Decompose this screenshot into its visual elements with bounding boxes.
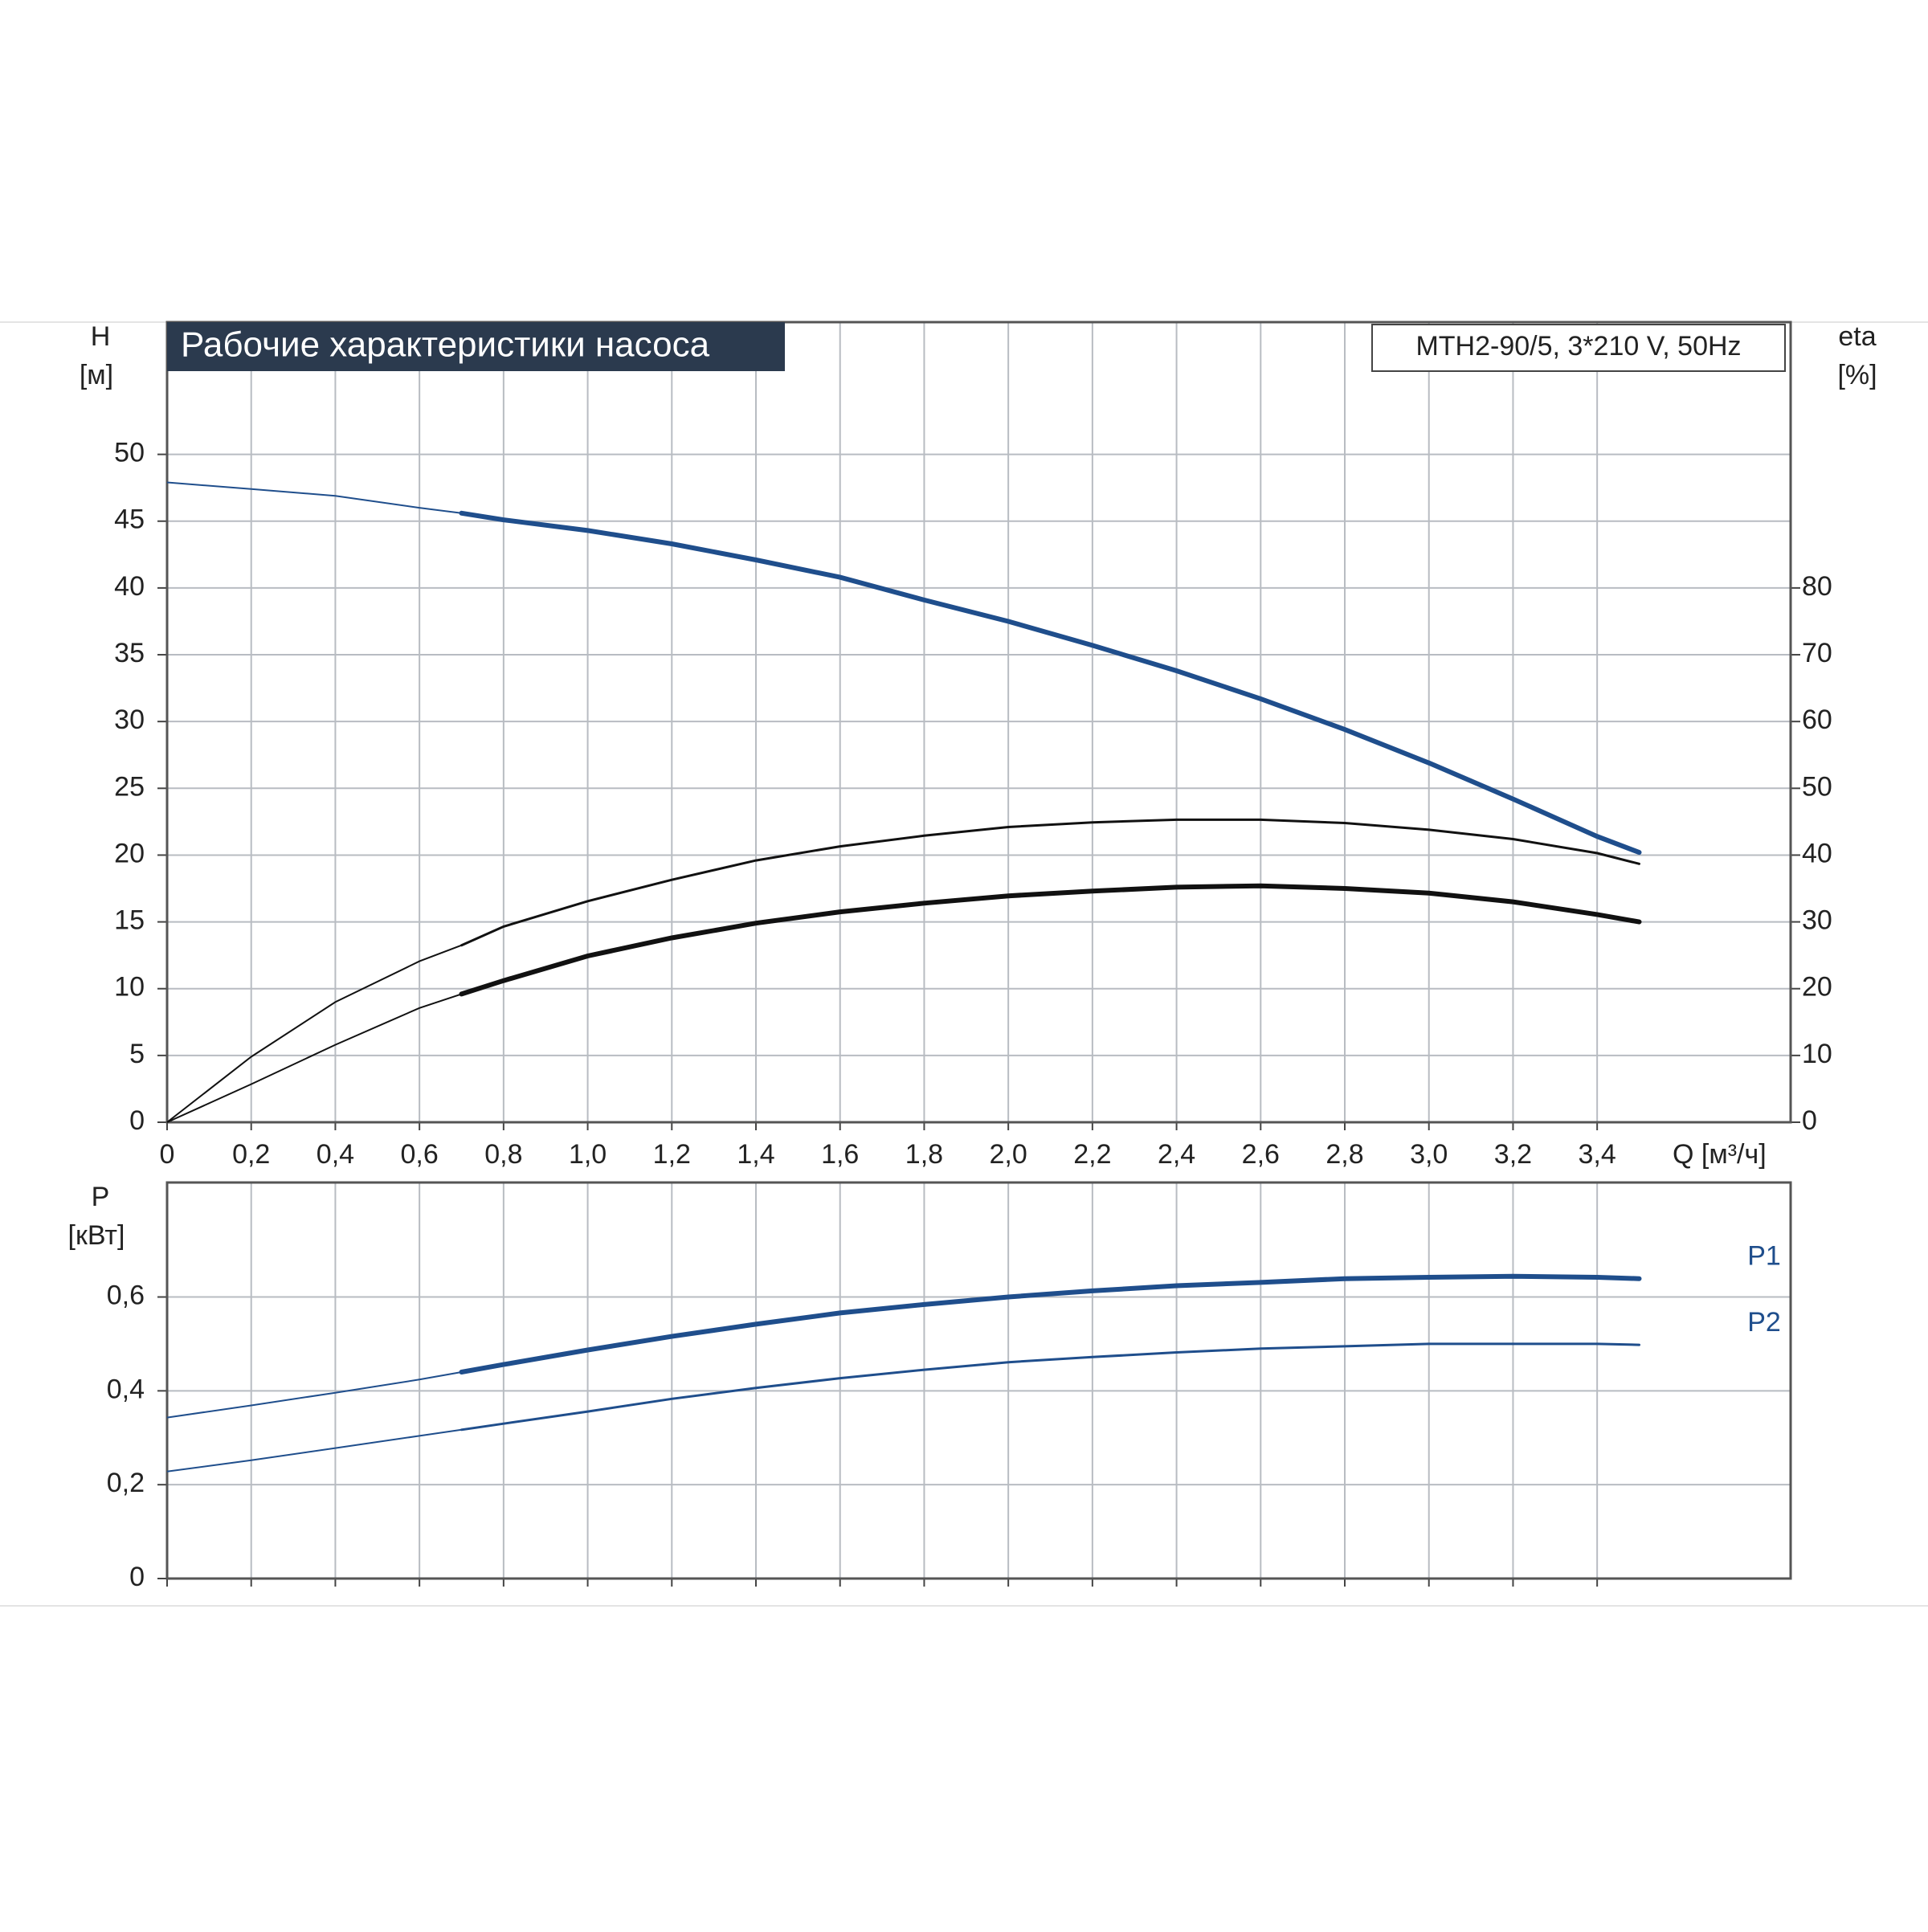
y-tick-label: 30: [114, 705, 145, 735]
series-line-bold: [460, 1342, 1640, 1432]
y2-tick-label: 30: [1802, 905, 1832, 936]
series-line: [166, 481, 1640, 854]
model-box: [1371, 324, 1786, 372]
x-tick-label: 0,8: [484, 1139, 522, 1170]
x-tick-label: 0,6: [401, 1139, 439, 1170]
series-line-bold: [459, 1273, 1642, 1374]
y-tick-label: 0: [129, 1562, 145, 1592]
y2-tick-label: 40: [1802, 838, 1832, 868]
y2-tick-label: 80: [1802, 571, 1832, 602]
y-tick-label: 0,6: [107, 1281, 145, 1311]
y-tick-label: 0,2: [107, 1468, 145, 1498]
series-line-bold: [460, 818, 1640, 947]
y-tick-label: 35: [114, 638, 145, 668]
y-label: P: [92, 1182, 110, 1212]
x-tick-label: 1,6: [821, 1139, 859, 1170]
x-tick-label: 2,2: [1073, 1139, 1111, 1170]
y2-tick-label: 10: [1802, 1039, 1832, 1069]
x-tick-label: 0,4: [317, 1139, 354, 1170]
y2-tick-label: 50: [1802, 771, 1832, 802]
series-line: [166, 1342, 1640, 1472]
y2-tick-label: 20: [1802, 972, 1832, 1003]
x-tick-label: 2,8: [1326, 1139, 1363, 1170]
y-tick-label: 45: [114, 504, 145, 535]
x-tick-label: 2,4: [1158, 1139, 1195, 1170]
x-tick-label: 0: [160, 1139, 175, 1170]
series-line: [166, 819, 1640, 1123]
y-tick-label: 25: [114, 771, 145, 802]
series-line-bold: [459, 883, 1642, 997]
y2-unit: [%]: [1837, 360, 1877, 390]
y-tick-label: 0,4: [107, 1374, 145, 1404]
y-tick-label: 40: [114, 571, 145, 602]
y-tick-label: 20: [114, 838, 145, 868]
x-tick-label: 1,0: [569, 1139, 607, 1170]
plots: 0 0,2 0,4 0,6 0,8 1,0 1,2 1,4 1,6 1,8 2,0 2,2 2,4 2,6…: [68, 321, 1877, 1592]
plot-frame: [165, 321, 1792, 1124]
x-tick-label: 1,4: [737, 1139, 774, 1170]
series-label: P1: [1747, 1241, 1781, 1272]
x-tick-label: 1,8: [905, 1139, 943, 1170]
series-line-bold: [459, 510, 1642, 856]
series-label: P2: [1747, 1307, 1781, 1338]
y2-tick-label: 60: [1802, 705, 1832, 735]
x-tick-label: 3,0: [1410, 1139, 1448, 1170]
y2-tick-label: 0: [1802, 1105, 1817, 1136]
y-unit: [кВт]: [68, 1220, 125, 1251]
y-label: H: [91, 321, 111, 352]
y-tick-label: 5: [129, 1039, 145, 1069]
x-tick-label: 2,6: [1242, 1139, 1280, 1170]
title: Рабочие характеристики насоса: [181, 325, 710, 365]
y-tick-label: 0: [129, 1105, 145, 1136]
y-tick-label: 10: [114, 972, 145, 1003]
y-tick-label: 15: [114, 905, 145, 936]
plot-frame: [165, 1181, 1792, 1580]
y-unit: [м]: [80, 360, 113, 390]
x-tick-label: 2,0: [990, 1139, 1027, 1170]
y-tick-label: 50: [114, 438, 145, 468]
title-box: [167, 322, 785, 371]
x-label: Q [м³/ч]: [1673, 1139, 1767, 1170]
model: MTH2-90/5, 3*210 V, 50Hz: [1415, 331, 1741, 361]
x-tick-label: 3,4: [1579, 1139, 1616, 1170]
y2-tick-label: 70: [1802, 638, 1832, 668]
x-tick-label: 0,2: [232, 1139, 270, 1170]
x-tick-label: 1,2: [653, 1139, 691, 1170]
y2-label: eta: [1838, 321, 1876, 352]
x-tick-label: 3,2: [1494, 1139, 1532, 1170]
